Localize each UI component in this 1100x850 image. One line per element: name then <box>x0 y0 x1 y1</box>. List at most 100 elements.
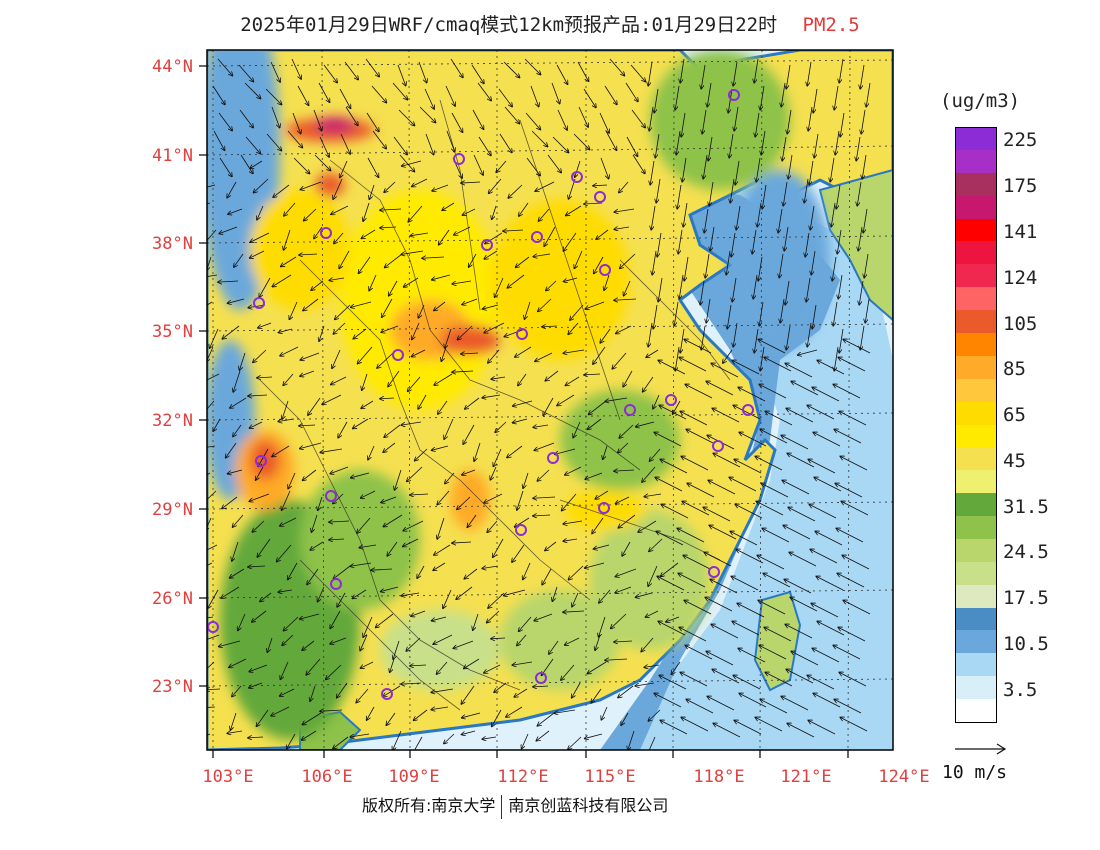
wind-arrow <box>302 712 322 725</box>
wind-arrow <box>482 566 499 568</box>
wind-arrow <box>534 613 553 621</box>
wind-arrow <box>227 469 243 474</box>
wind-arrow <box>523 472 529 488</box>
wind-arrow <box>345 106 358 126</box>
wind-arrow <box>537 712 555 726</box>
wind-arrow <box>366 112 379 132</box>
wind-arrow <box>679 274 684 299</box>
lat-label: 29°N <box>152 500 193 520</box>
wind-arrow <box>320 710 343 711</box>
wind-arrow <box>248 395 268 396</box>
wind-arrow <box>568 322 579 334</box>
wind-arrow <box>333 565 351 579</box>
wind-arrow <box>533 515 551 516</box>
wind-arrow <box>554 709 576 713</box>
legend-label: 124 <box>1003 266 1038 289</box>
wind-arrow <box>250 232 270 242</box>
city-marker <box>665 394 677 406</box>
wind-arrow <box>863 208 868 233</box>
wind-arrow <box>761 130 766 155</box>
wind-arrow <box>207 301 213 306</box>
wind-arrow <box>362 373 368 390</box>
wind-arrow <box>705 597 733 612</box>
wind-arrow <box>563 520 583 524</box>
wind-arrow <box>599 616 606 637</box>
title-text: 2025年01月29日WRF/cmaq模式12km预报产品:01月29日22时 <box>240 14 778 36</box>
wind-arrow <box>614 299 637 300</box>
wind-arrow <box>431 706 449 710</box>
wind-arrow <box>388 370 400 387</box>
wind-arrow <box>523 562 531 579</box>
wind-arrow <box>351 301 372 307</box>
wind-arrow <box>288 472 296 489</box>
wind-arrow <box>381 325 399 332</box>
wind-arrow <box>508 184 523 198</box>
wind-arrow <box>787 109 792 134</box>
wind-arrow <box>786 669 814 684</box>
wind-arrow <box>482 394 501 398</box>
wind-arrow <box>452 371 474 372</box>
wind-arrow <box>385 253 403 267</box>
city-marker <box>516 328 528 340</box>
wind-arrow <box>493 448 502 466</box>
wind-arrow <box>207 445 216 448</box>
city-marker <box>598 502 610 514</box>
city-marker <box>594 191 606 203</box>
wind-arrow <box>754 328 759 353</box>
wind-arrow <box>337 682 348 698</box>
wind-arrow <box>650 160 655 185</box>
wind-arrow <box>709 525 737 540</box>
wind-arrow <box>713 723 741 738</box>
wind-arrow <box>411 610 426 616</box>
wind-arrow <box>680 328 685 353</box>
wind-arrow <box>712 408 740 423</box>
wind-arrow <box>483 304 499 309</box>
wind-arrow <box>289 301 298 319</box>
wind-arrow <box>755 112 760 137</box>
wind-arrow <box>504 589 526 596</box>
legend-label: 225 <box>1003 129 1038 152</box>
lat-label: 35°N <box>152 322 193 342</box>
wind-arrow <box>761 483 789 498</box>
wind-arrow <box>834 85 839 110</box>
wind-arrow <box>599 589 611 603</box>
wind-arrow <box>492 205 497 219</box>
wind-arrow <box>592 517 604 534</box>
wind-arrow <box>684 256 689 281</box>
wind-arrow <box>278 328 293 333</box>
wind-arrow <box>787 723 815 738</box>
wind-arrow <box>461 685 475 704</box>
wind-arrow <box>524 301 531 319</box>
wind-arrow <box>679 627 707 642</box>
wind-arrow <box>248 304 266 308</box>
wind-arrow <box>512 661 533 665</box>
wind-arrow <box>484 664 501 673</box>
wind-arrow <box>798 349 818 355</box>
city-marker <box>453 153 465 165</box>
wind-arrow <box>574 250 583 268</box>
wind-arrow <box>404 277 419 287</box>
city-marker <box>320 227 332 239</box>
wind-arrow <box>836 184 841 209</box>
wind-arrow <box>495 277 504 297</box>
wind-arrow <box>515 346 532 357</box>
wind-arrow <box>860 64 865 89</box>
wind-arrow <box>401 592 420 596</box>
wind-arrow <box>257 205 264 220</box>
wind-arrow <box>736 205 741 230</box>
legend-swatch <box>955 127 997 152</box>
wind-arrow <box>739 432 767 447</box>
wind-arrow <box>311 514 318 532</box>
wind-arrow <box>645 610 659 617</box>
wind-arrow <box>434 544 451 555</box>
wind-arrow <box>701 64 706 89</box>
wind-arrow <box>552 136 569 153</box>
wind-arrow <box>756 157 761 182</box>
wind-arrow <box>537 469 550 481</box>
wind-arrow <box>228 208 243 214</box>
wind-arrow <box>230 397 247 408</box>
wind-arrow <box>318 496 323 510</box>
wind-arrow <box>856 136 861 161</box>
lon-label: 118°E <box>693 767 744 787</box>
wind-arrow <box>605 130 617 150</box>
